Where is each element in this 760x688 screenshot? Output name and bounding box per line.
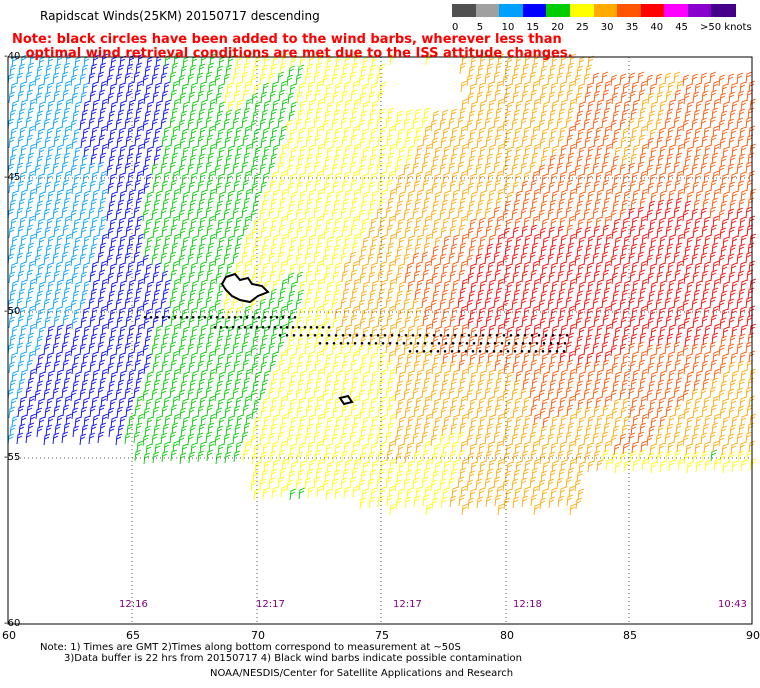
- map-frame: [7, 56, 753, 625]
- longitude-label: 90: [746, 629, 760, 642]
- footnote-line-1: Note: 1) Times are GMT 2)Times along bot…: [40, 642, 461, 653]
- colorbar-label: 45: [675, 22, 688, 33]
- colorbar-label: 40: [650, 22, 664, 33]
- wind-barb-group: [7, 53, 109, 446]
- colorbar-label: 30: [600, 22, 614, 33]
- latitude-label: -55: [4, 452, 21, 463]
- attitude-note: Note: black circles have been added to t…: [12, 33, 573, 61]
- longitude-label: 60: [2, 629, 16, 642]
- quality-flag-circles: [143, 316, 569, 353]
- colorbar-swatch: [546, 4, 571, 17]
- colorbar-label: 25: [576, 22, 589, 33]
- time-label: 12:18: [513, 599, 542, 610]
- map-title: Rapidscat Winds(25KM) 20150717 descendin…: [40, 9, 320, 23]
- latitude-label: -60: [4, 618, 21, 629]
- colorbar-swatch: [475, 4, 501, 17]
- wind-barb-group: [404, 71, 757, 456]
- longitude-label: 70: [251, 629, 265, 642]
- colorbar-label: 0: [452, 22, 459, 33]
- lat-lon-grid: [8, 57, 752, 624]
- colorbar-swatch: [569, 4, 595, 17]
- colorbar-label: >50 knots: [700, 22, 752, 33]
- colorbar-swatch: [499, 4, 524, 17]
- colorbar-label: 10: [501, 22, 515, 33]
- colorbar-swatch: [687, 4, 713, 17]
- colorbar-label: 20: [551, 22, 564, 33]
- note-line-1: Note: black circles have been added to t…: [12, 32, 562, 47]
- flag-dot-group: [143, 316, 569, 353]
- time-label: 10:43: [718, 599, 747, 610]
- longitude-label: 65: [126, 629, 140, 642]
- wind-barb-group: [334, 53, 757, 516]
- latitude-label: -45: [4, 172, 21, 183]
- wind-barb-group: [124, 53, 718, 501]
- note-line-2: optimal wind retrieval conditions are me…: [12, 46, 573, 61]
- kerguelen-island-outline: [220, 272, 354, 406]
- credit-line: NOAA/NESDIS/Center for Satellite Applica…: [210, 668, 514, 679]
- time-label: 12:17: [256, 599, 285, 610]
- wind-barb-group: [457, 197, 757, 366]
- colorbar-label: 15: [526, 22, 540, 33]
- colorbar-swatch: [640, 4, 666, 17]
- colorbar-swatch: [593, 4, 619, 17]
- latitude-label: -40: [4, 51, 21, 62]
- colorbar-swatch: [522, 4, 548, 17]
- colorbar-swatch: [452, 4, 477, 17]
- longitude-label: 80: [500, 629, 514, 642]
- time-label: 12:17: [393, 599, 422, 610]
- colorbar-label: 35: [625, 22, 639, 33]
- footnote-line-2: 3)Data buffer is 22 hrs from 20150717 4)…: [64, 653, 522, 664]
- longitude-label: 85: [623, 629, 637, 642]
- longitude-label: 75: [375, 629, 389, 642]
- colorbar-label: 5: [476, 22, 484, 33]
- colorbar-swatch: [664, 4, 689, 17]
- wind-barb-field: [7, 53, 757, 516]
- island-shape: [220, 272, 354, 406]
- latitude-label: -50: [4, 306, 21, 317]
- colorbar-swatch: [617, 4, 642, 17]
- time-label: 12:16: [119, 599, 148, 610]
- colorbar-swatch: [711, 4, 736, 17]
